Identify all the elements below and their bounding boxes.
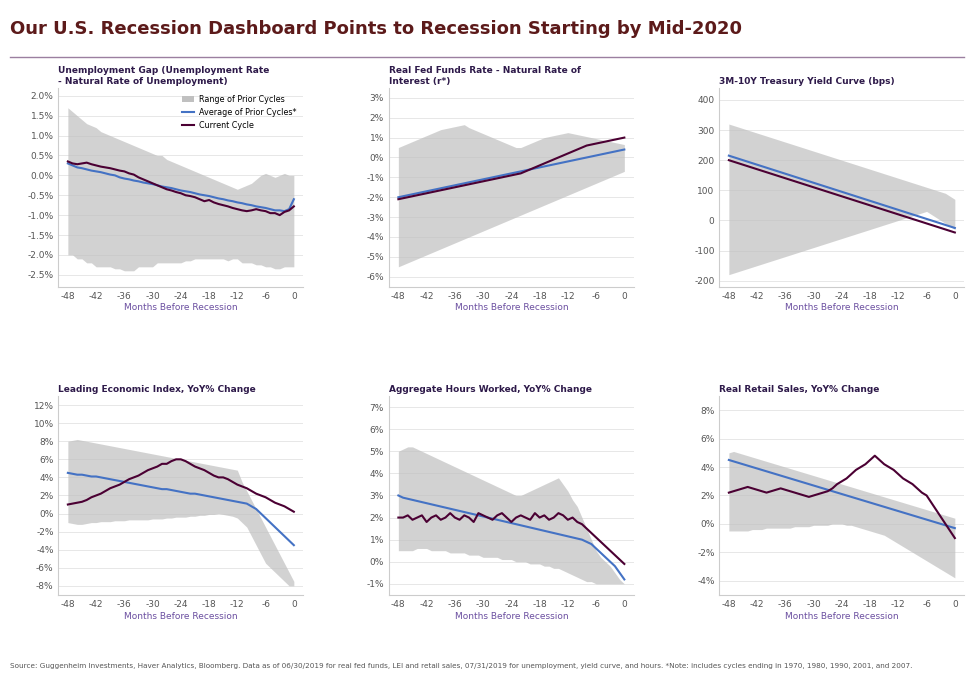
X-axis label: Months Before Recession: Months Before Recession	[455, 304, 568, 312]
X-axis label: Months Before Recession: Months Before Recession	[785, 612, 899, 621]
Text: Aggregate Hours Worked, YoY% Change: Aggregate Hours Worked, YoY% Change	[389, 385, 592, 394]
X-axis label: Months Before Recession: Months Before Recession	[124, 612, 238, 621]
Legend: Range of Prior Cycles, Average of Prior Cycles*, Current Cycle: Range of Prior Cycles, Average of Prior …	[179, 92, 299, 133]
Text: Real Fed Funds Rate - Natural Rate of
Interest (r*): Real Fed Funds Rate - Natural Rate of In…	[389, 66, 581, 86]
X-axis label: Months Before Recession: Months Before Recession	[785, 304, 899, 312]
Text: Leading Economic Index, YoY% Change: Leading Economic Index, YoY% Change	[58, 385, 256, 394]
Text: Unemployment Gap (Unemployment Rate
- Natural Rate of Unemployment): Unemployment Gap (Unemployment Rate - Na…	[58, 66, 270, 86]
X-axis label: Months Before Recession: Months Before Recession	[455, 612, 568, 621]
X-axis label: Months Before Recession: Months Before Recession	[124, 304, 238, 312]
Text: Assumes Current Cycle Ends in February 2020: Assumes Current Cycle Ends in February 2…	[18, 65, 322, 78]
Text: 3M-10Y Treasury Yield Curve (bps): 3M-10Y Treasury Yield Curve (bps)	[720, 76, 895, 86]
Text: Real Retail Sales, YoY% Change: Real Retail Sales, YoY% Change	[720, 385, 880, 394]
Text: Our U.S. Recession Dashboard Points to Recession Starting by Mid-2020: Our U.S. Recession Dashboard Points to R…	[10, 20, 742, 39]
Text: Source: Guggenheim Investments, Haver Analytics, Bloomberg. Data as of 06/30/201: Source: Guggenheim Investments, Haver An…	[10, 663, 912, 669]
